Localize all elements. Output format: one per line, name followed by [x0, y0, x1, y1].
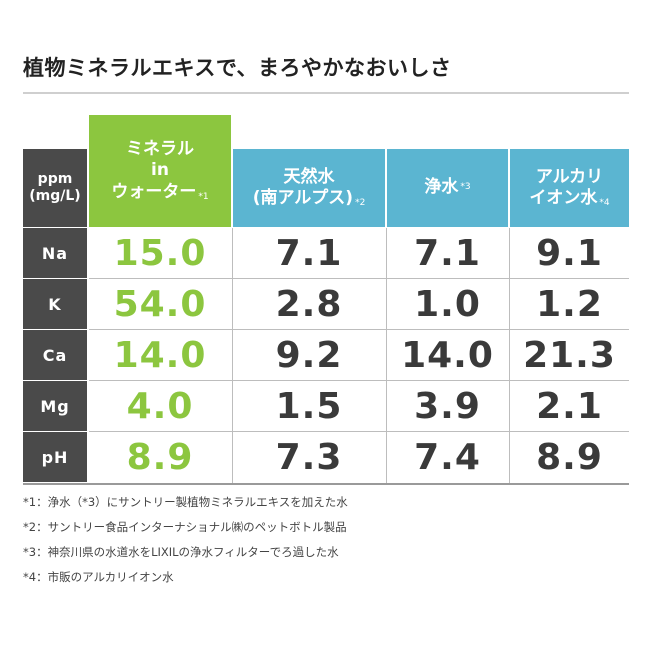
footnote-3: *3：神奈川県の水道水をLIXILの浄水フィルターでろ過した水 — [23, 545, 339, 559]
column-header-label-text: イオン水 — [529, 188, 598, 208]
table-bottom-rule — [23, 483, 629, 485]
page-title: 植物ミネラルエキスで、まろやかなおいしさ — [23, 56, 452, 80]
column-header-label-text: ウォーター — [111, 181, 197, 202]
row-divider — [89, 329, 629, 330]
table-cell: 7.4 — [414, 436, 481, 478]
column-header-mineral-water: ミネラル in ウォーター *1 — [89, 115, 231, 227]
footnote-1: *1：浄水（*3）にサントリー製植物ミネラルエキスを加えた水 — [23, 495, 348, 509]
table-cell: 8.9 — [126, 436, 194, 478]
column-header-label-text: 浄水 — [424, 177, 459, 198]
table-cell: 54.0 — [113, 283, 207, 325]
table-cell: 9.1 — [536, 232, 603, 274]
row-divider — [89, 380, 629, 381]
footnote-2: *2：サントリー食品インターナショナル㈱のペットボトル製品 — [23, 520, 347, 534]
column-header-purified-water: 浄水 *3 — [387, 149, 508, 227]
table-cell: 8.9 — [536, 436, 603, 478]
column-header-natural-water: 天然水 (南アルプス) *2 — [233, 149, 385, 227]
table-cell: 2.8 — [275, 283, 343, 325]
table-cell: 14.0 — [113, 334, 207, 376]
footnote-ref: *2 — [355, 198, 366, 208]
column-header-label: 天然水 — [283, 166, 335, 187]
column-divider — [232, 228, 233, 483]
column-header-label: (南アルプス) *2 — [253, 188, 366, 209]
column-divider — [386, 228, 387, 483]
footnote-4: *4：市販のアルカリイオン水 — [23, 570, 174, 584]
table-cell: 1.0 — [414, 283, 481, 325]
table-cell: 15.0 — [113, 232, 207, 274]
column-header-label: アルカリ — [535, 166, 604, 187]
table-cell: 14.0 — [401, 334, 494, 376]
table-cell: 2.1 — [536, 385, 603, 427]
footnote-ref: *4 — [599, 198, 610, 208]
row-divider — [89, 278, 629, 279]
table-cell: 7.3 — [275, 436, 343, 478]
table-cell: 4.0 — [126, 385, 194, 427]
column-divider — [509, 228, 510, 483]
row-label-na: Na — [23, 228, 87, 278]
column-header-label: ウォーター *1 — [111, 182, 208, 203]
row-label-k: K — [23, 279, 87, 329]
row-label-mg: Mg — [23, 381, 87, 431]
column-header-label: in — [151, 160, 169, 181]
table-cell: 7.1 — [275, 232, 343, 274]
title-divider — [23, 92, 629, 94]
unit-header-line1: ppm — [37, 170, 73, 187]
column-header-label: ミネラル — [126, 139, 194, 160]
table-cell: 21.3 — [523, 334, 616, 376]
table-cell: 3.9 — [414, 385, 481, 427]
footnote-ref: *1 — [198, 191, 209, 202]
column-header-label-text: (南アルプス) — [252, 188, 354, 208]
row-divider — [89, 431, 629, 432]
unit-header-line2: (mg/L) — [29, 188, 81, 204]
table-cell: 9.2 — [275, 334, 343, 376]
unit-header: ppm (mg/L) — [23, 149, 87, 227]
table-cell: 1.2 — [536, 283, 603, 325]
column-header-alkaline-water: アルカリ イオン水 *4 — [510, 149, 629, 227]
footnote-ref: *3 — [460, 182, 471, 193]
table-cell: 1.5 — [275, 385, 343, 427]
row-label-ca: Ca — [23, 330, 87, 380]
table-cell: 7.1 — [414, 232, 481, 274]
column-header-label: イオン水 *4 — [529, 188, 609, 209]
row-label-ph: pH — [23, 432, 87, 482]
